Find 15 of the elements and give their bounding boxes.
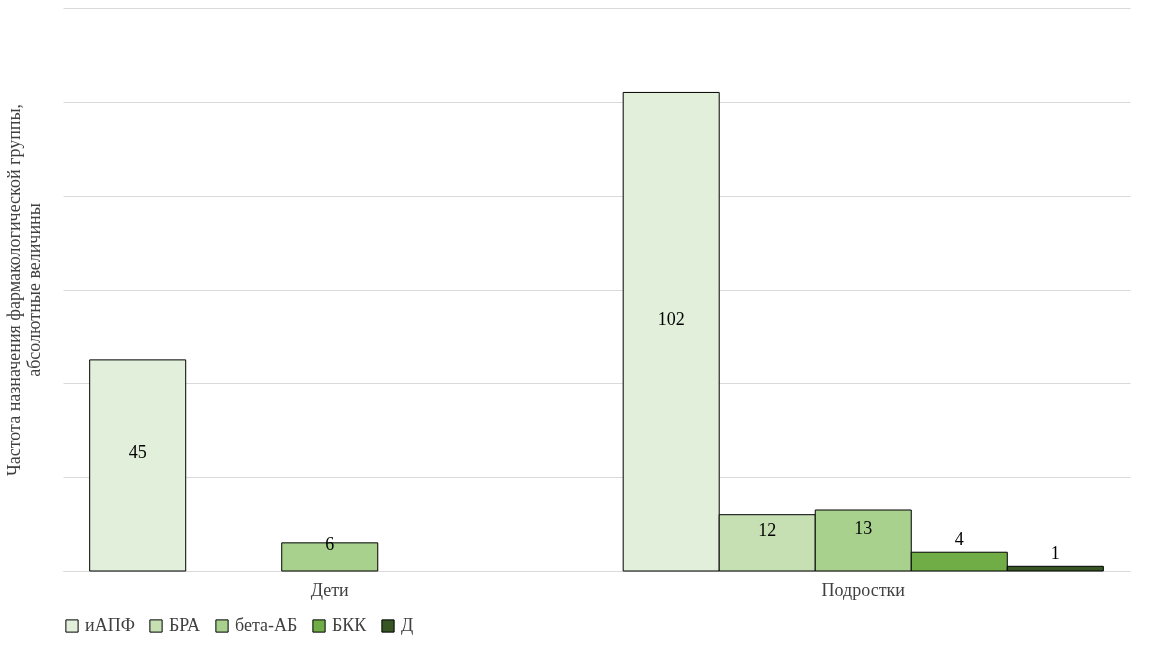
legend-label: БКК [332, 615, 368, 635]
legend-label: БРА [169, 615, 201, 635]
data-label: 45 [128, 442, 147, 463]
bar [89, 359, 187, 572]
data-label: 13 [854, 517, 873, 538]
data-label: 12 [758, 519, 777, 540]
data-label: 1 [1050, 543, 1060, 564]
legend-label: иАПФ [85, 615, 135, 635]
y-axis-title: Частота назначения фармакологической группы, абсолютные величины [3, 103, 44, 477]
legend-label: Д [401, 615, 414, 635]
x-tick-label: Дети [310, 579, 350, 600]
x-tick-label: Подростки [821, 579, 906, 600]
legend-label: бета-АБ [235, 615, 298, 635]
data-label: 4 [954, 529, 964, 550]
data-label: 102 [657, 308, 685, 329]
